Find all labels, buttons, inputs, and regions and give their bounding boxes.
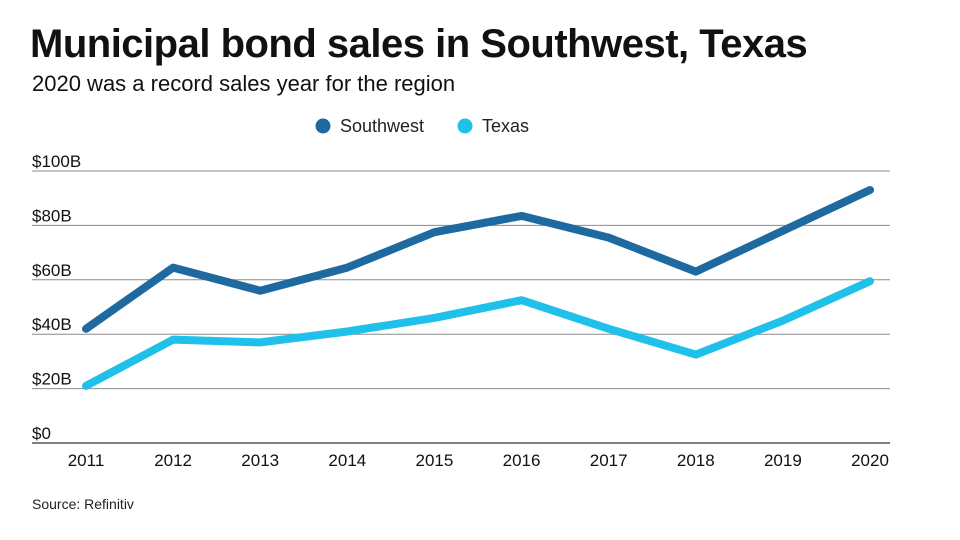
x-tick-label: 2020 [851, 451, 889, 470]
legend-label-southwest: Southwest [340, 116, 424, 136]
x-tick-label: 2012 [154, 451, 192, 470]
x-tick-label: 2011 [68, 451, 105, 470]
x-tick-label: 2017 [590, 451, 628, 470]
x-tick-label: 2018 [677, 451, 715, 470]
x-axis-ticks: 2011 2012 2013 2014 2015 2016 2017 2018 2019 2020 [68, 451, 889, 470]
gridlines [32, 170, 890, 444]
x-tick-label: 2019 [764, 451, 802, 470]
legend-marker-texas [457, 118, 473, 134]
x-tick-label: 2016 [503, 451, 541, 470]
source-note: Source: Refinitiv [32, 496, 134, 512]
y-tick-label: $20B [32, 370, 72, 389]
legend-marker-southwest [315, 118, 331, 134]
chart-subtitle: 2020 was a record sales year for the reg… [32, 71, 456, 96]
y-tick-label: $0 [32, 424, 51, 443]
x-tick-label: 2015 [416, 451, 454, 470]
chart-title: Municipal bond sales in Southwest, Texas [30, 22, 808, 66]
y-tick-label: $80B [32, 206, 72, 225]
series-lines [82, 186, 874, 390]
legend-label-texas: Texas [482, 116, 529, 136]
y-tick-label: $60B [32, 261, 72, 280]
legend: Southwest Texas [315, 116, 529, 136]
y-tick-label: $100B [32, 152, 81, 171]
x-tick-label: 2013 [241, 451, 279, 470]
y-tick-label: $40B [32, 315, 72, 334]
y-axis-ticks: $0 $20B $40B $60B $80B $100B [32, 152, 81, 443]
series-line-texas [82, 277, 874, 390]
x-tick-label: 2014 [328, 451, 366, 470]
series-line-southwest [82, 186, 874, 333]
